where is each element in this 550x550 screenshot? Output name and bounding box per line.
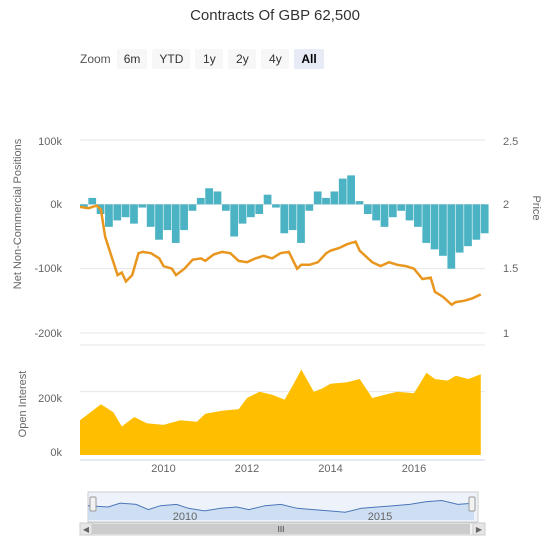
- net-positions-plot: [79, 139, 489, 334]
- positions-bar: [138, 204, 147, 208]
- navigator-plot: [87, 499, 475, 520]
- positions-bar: [146, 204, 155, 227]
- y2-tick-label: 2: [503, 199, 509, 211]
- positions-bar: [397, 204, 406, 211]
- positions-bar: [205, 188, 214, 205]
- navigator-right-handle[interactable]: [468, 496, 476, 512]
- scroll-left-button[interactable]: [79, 522, 93, 536]
- positions-bar: [464, 204, 472, 247]
- zoom-all-button[interactable]: All: [294, 49, 324, 69]
- navigator-tick-label: 2010: [173, 511, 197, 523]
- positions-bar: [247, 204, 255, 218]
- positions-bar: [363, 204, 372, 214]
- scroll-right-arrow-icon: ▶: [476, 525, 483, 534]
- positions-bar: [372, 204, 381, 221]
- positions-bar: [330, 191, 339, 205]
- positions-bar: [347, 175, 355, 205]
- zoom-2y-button[interactable]: 2y: [228, 49, 257, 69]
- y2-tick-label: 1: [503, 328, 509, 340]
- positions-bar: [305, 204, 314, 211]
- positions-bar: [113, 204, 122, 221]
- oi-y-axis-title: Open Interest: [17, 371, 29, 438]
- positions-bar: [405, 204, 414, 221]
- open-interest-plot: [80, 369, 485, 455]
- positions-bar: [297, 204, 305, 243]
- positions-bar: [414, 204, 422, 227]
- positions-bar: [263, 194, 272, 205]
- positions-bar: [130, 204, 138, 224]
- zoom-selector: Zoom 6m YTD 1y 2y 4y All: [80, 49, 329, 69]
- positions-bar: [221, 204, 230, 211]
- y-tick-label: -100k: [34, 263, 62, 275]
- positions-bar: [238, 204, 247, 224]
- scroll-right-button[interactable]: [472, 522, 486, 536]
- positions-bar: [163, 204, 172, 231]
- positions-bar: [180, 204, 188, 231]
- positions-bar: [472, 204, 481, 240]
- y2-axis-title: Price: [530, 195, 542, 220]
- scroll-left-arrow-icon: ◀: [83, 525, 90, 534]
- positions-bar: [355, 201, 364, 205]
- zoom-4y-button[interactable]: 4y: [261, 49, 290, 69]
- positions-bar: [255, 204, 264, 214]
- positions-bar: [230, 204, 239, 237]
- positions-bar: [288, 204, 297, 231]
- y-tick-label: 0k: [50, 199, 62, 211]
- positions-bar: [88, 197, 97, 205]
- navigator-tick-label: 2015: [368, 511, 392, 523]
- navigator-line: [87, 499, 475, 513]
- price-line: [79, 204, 482, 307]
- x-tick-label: 2012: [235, 463, 259, 475]
- y-axis-title: Net Non-Commercial Positions: [12, 138, 24, 289]
- open-interest-area: [80, 369, 481, 455]
- y2-tick-label: 1.5: [503, 263, 518, 275]
- positions-bar: [322, 197, 330, 205]
- positions-bar: [213, 191, 222, 205]
- navigator-left-handle[interactable]: [89, 496, 97, 512]
- positions-bar: [196, 197, 205, 205]
- y-tick-label: 100k: [38, 136, 62, 148]
- zoom-6m-button[interactable]: 6m: [116, 49, 148, 69]
- y-tick-label: -200k: [34, 328, 62, 340]
- positions-bar: [171, 204, 180, 243]
- positions-bar: [439, 204, 447, 256]
- positions-bar: [121, 204, 130, 218]
- positions-bar: [430, 204, 439, 250]
- x-axis: 2010 2012 2014 2016: [151, 463, 426, 475]
- positions-bar: [313, 191, 322, 205]
- positions-bar: [380, 204, 389, 227]
- positions-bar: [455, 204, 464, 253]
- positions-bar: [422, 204, 431, 243]
- positions-bar: [105, 204, 113, 227]
- oi-y-tick-label: 0k: [50, 447, 62, 459]
- scrollbar-grip: III: [278, 525, 285, 534]
- positions-bar: [388, 204, 397, 218]
- positions-bar: [447, 204, 456, 269]
- positions-bar: [155, 204, 163, 240]
- x-tick-label: 2010: [151, 463, 175, 475]
- x-tick-label: 2016: [402, 463, 426, 475]
- zoom-ytd-button[interactable]: YTD: [152, 49, 191, 69]
- oi-y-tick-label: 200k: [38, 393, 62, 405]
- chart-title: Contracts Of GBP 62,500: [190, 7, 360, 24]
- positions-bar: [480, 204, 489, 234]
- zoom-label: Zoom: [80, 52, 111, 66]
- positions-bar: [338, 178, 347, 205]
- positions-bar: [280, 204, 289, 234]
- navigator-area: [88, 500, 474, 520]
- zoom-1y-button[interactable]: 1y: [195, 49, 224, 69]
- positions-bar: [272, 204, 280, 208]
- x-tick-label: 2014: [318, 463, 342, 475]
- positions-bar: [188, 204, 197, 211]
- y2-tick-label: 2.5: [503, 136, 518, 148]
- positions-bar: [80, 204, 88, 208]
- scrollbar-thumb[interactable]: [92, 524, 470, 534]
